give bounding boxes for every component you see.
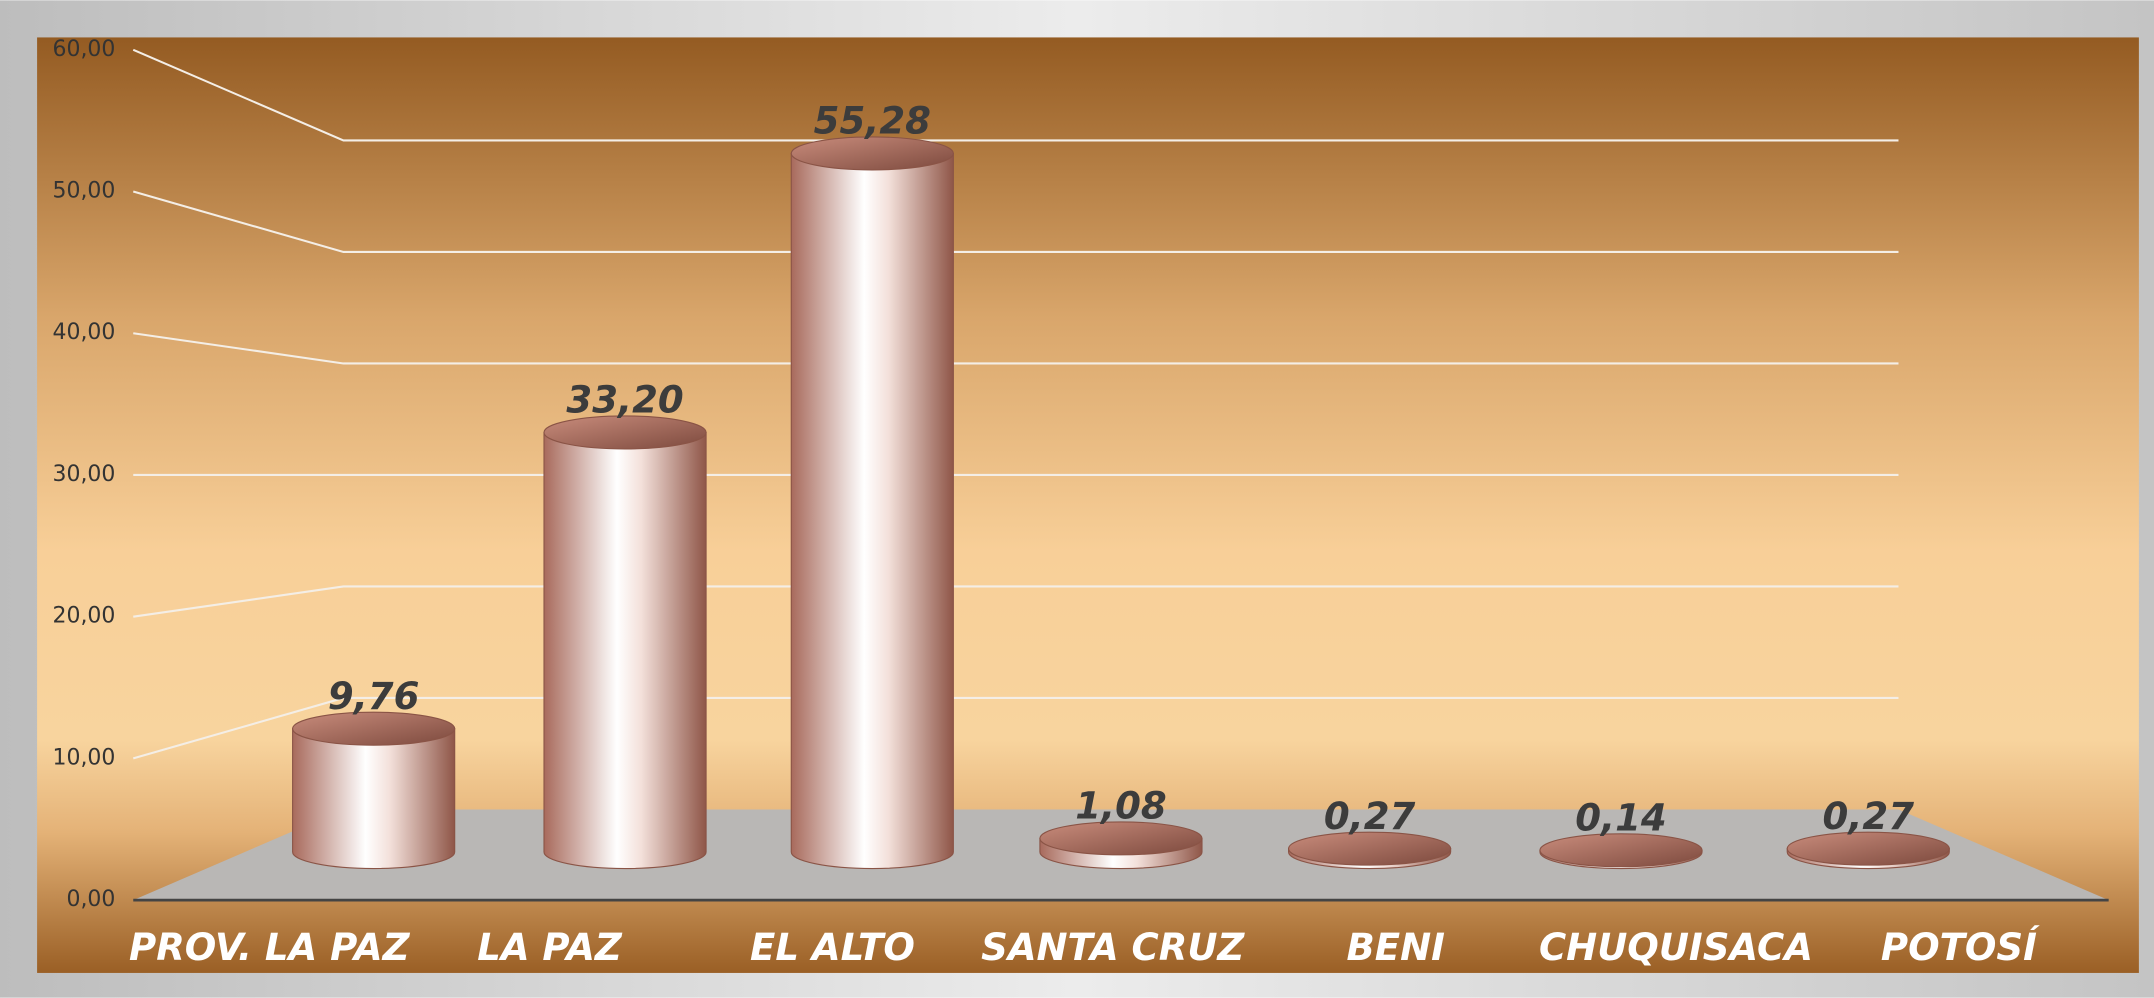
value-label: 55,28 [814, 100, 931, 143]
x-tick-label: EL ALTO [750, 926, 915, 969]
x-tick-label: POTOSÍ [1881, 925, 2040, 969]
value-label: 0,14 [1575, 797, 1666, 840]
value-label: 9,76 [328, 675, 419, 718]
value-label: 1,08 [1075, 785, 1166, 828]
x-tick-label: CHUQUISACA [1539, 926, 1813, 969]
y-tick-label: 10,00 [52, 745, 115, 770]
bar [1539, 833, 1703, 870]
bar [543, 415, 707, 870]
grid-line [132, 696, 1899, 760]
y-tick-label: 40,00 [52, 320, 115, 345]
bar [292, 711, 456, 870]
x-tick-label: PROV. LA PAZ [129, 926, 411, 969]
y-tick-label: 20,00 [52, 604, 115, 629]
bar [1288, 831, 1452, 870]
x-tick-label: LA PAZ [477, 926, 623, 969]
y-tick-label: 50,00 [52, 179, 115, 204]
y-tick-label: 30,00 [52, 462, 115, 487]
bar [1786, 831, 1950, 870]
grid-line [132, 48, 1899, 142]
value-label: 0,27 [1823, 795, 1915, 838]
value-label: 0,27 [1324, 795, 1416, 838]
grid-line [133, 585, 1899, 618]
y-tick-label: 60,00 [52, 37, 115, 62]
x-tick-label: BENI [1346, 926, 1445, 969]
bar [790, 136, 954, 870]
y-tick-label: 0,00 [66, 887, 115, 912]
value-label: 33,20 [566, 379, 683, 422]
grid-line [133, 332, 1899, 365]
x-tick-label: SANTA CRUZ [981, 926, 1245, 969]
bar [1039, 821, 1203, 870]
grid-line [132, 190, 1899, 253]
